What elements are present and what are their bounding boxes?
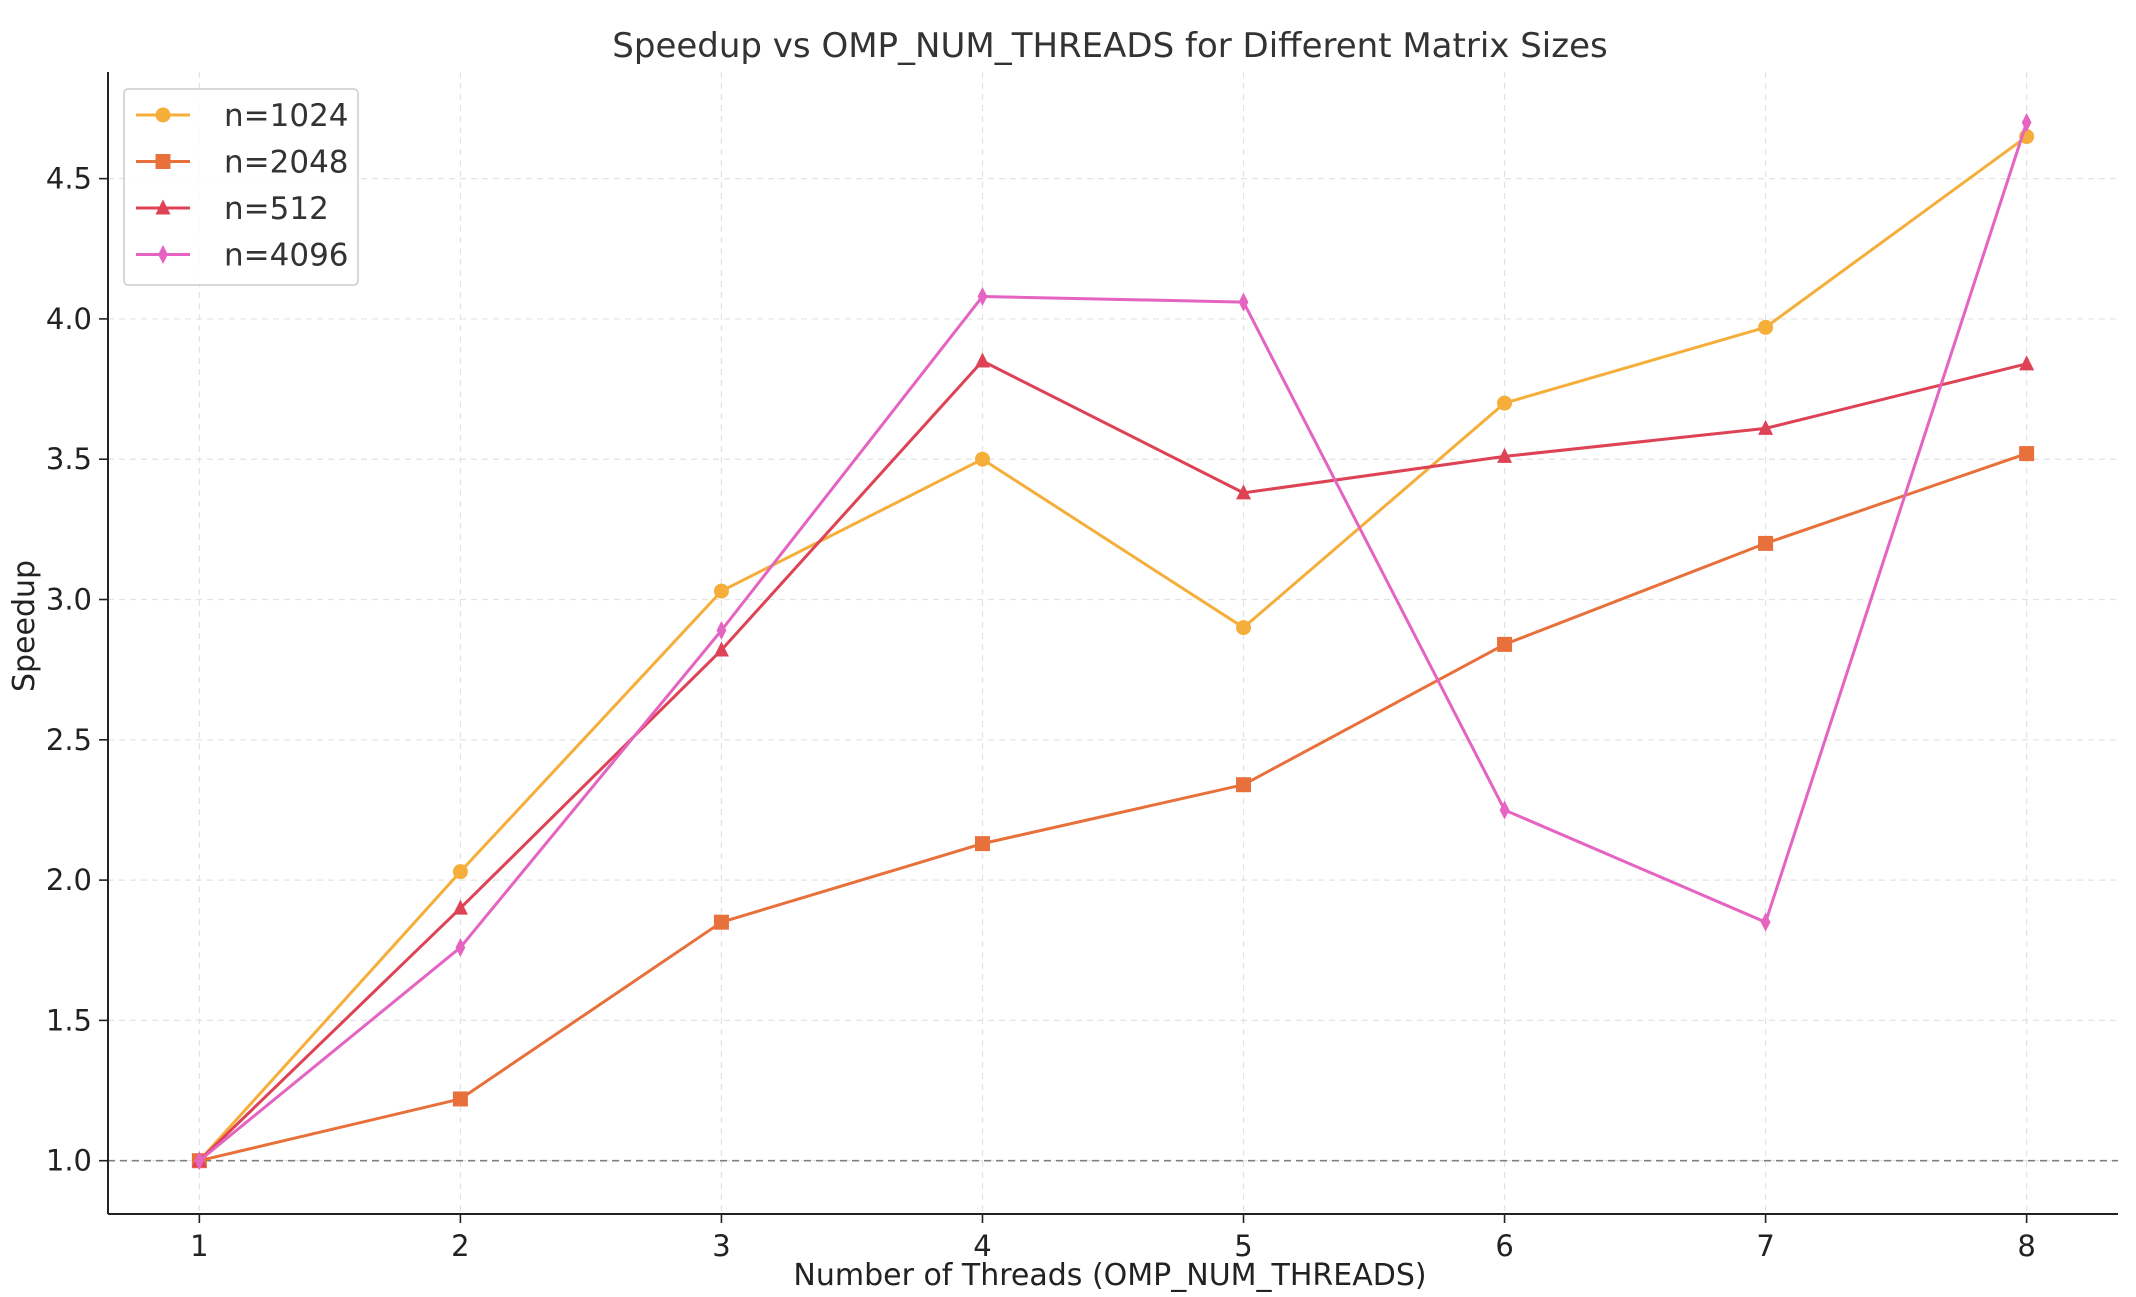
data-point	[2021, 113, 2032, 133]
legend-label: n=2048	[224, 145, 349, 181]
series-line	[198, 135, 2028, 1162]
data-point	[974, 836, 990, 852]
data-point	[1238, 292, 1249, 312]
data-point	[713, 583, 729, 599]
legend-box	[123, 88, 359, 286]
legend-label: n=1024	[224, 98, 349, 134]
data-point	[194, 1151, 205, 1171]
y-tick-label: 3.5	[46, 442, 92, 476]
data-point	[455, 937, 466, 957]
series-n-512	[191, 352, 2035, 1168]
data-point	[1236, 620, 1252, 636]
legend-label: n=4096	[224, 238, 349, 274]
series-n-4096	[194, 113, 2032, 1171]
axes	[107, 72, 2118, 1215]
legend-marker	[158, 245, 168, 264]
series-layer	[191, 113, 2035, 1171]
data-point	[2019, 446, 2035, 462]
data-point	[1497, 636, 1513, 652]
data-point	[713, 914, 729, 930]
ticks: 1 2 3 4 5 6 7 8 1.0 1.5 2.0 2.5 3.0 3.5 4.0 4.5	[46, 162, 2036, 1263]
data-point	[1499, 800, 1510, 820]
data-point	[977, 286, 988, 306]
x-tick-label: 6	[1495, 1229, 1513, 1263]
y-tick-label: 1.5	[46, 1003, 92, 1037]
data-point	[452, 1091, 468, 1107]
y-tick-label: 1.0	[46, 1144, 92, 1178]
legend-item: n=2048	[136, 145, 349, 181]
data-point	[1497, 447, 1513, 463]
series-line	[198, 122, 2029, 1162]
data-point	[716, 620, 727, 640]
legend-item: n=512	[136, 191, 329, 227]
x-tick-label: 8	[2017, 1229, 2035, 1263]
data-point	[1236, 484, 1252, 500]
legend: n=1024 n=2048 n=512 n=4096	[123, 88, 359, 286]
data-point	[452, 899, 468, 915]
grid-lines	[108, 72, 2118, 1214]
x-axis-label: Number of Threads (OMP_NUM_THREADS)	[793, 1258, 1426, 1293]
x-tick-label: 4	[973, 1229, 991, 1263]
data-point	[974, 352, 990, 368]
y-tick-label: 2.5	[46, 723, 92, 757]
series-n-1024	[191, 129, 2035, 1169]
x-tick-label: 7	[1756, 1229, 1774, 1263]
y-tick-label: 4.5	[46, 162, 92, 196]
legend-item: n=4096	[136, 238, 349, 274]
data-point	[974, 451, 990, 467]
legend-item: n=1024	[136, 98, 349, 134]
x-tick-label: 1	[190, 1229, 208, 1263]
y-axis-label: Speedup	[7, 560, 42, 692]
series-line	[199, 452, 2028, 1163]
legend-marker	[155, 107, 171, 123]
legend-marker	[155, 154, 171, 169]
data-point	[1497, 395, 1513, 411]
data-point	[1760, 912, 1771, 932]
legend-label: n=512	[224, 191, 329, 227]
y-tick-label: 2.0	[46, 863, 92, 897]
chart-title: Speedup vs OMP_NUM_THREADS for Different…	[612, 26, 1607, 66]
x-tick-label: 2	[451, 1229, 469, 1263]
data-point	[1236, 777, 1252, 793]
y-tick-label: 3.0	[46, 583, 92, 617]
data-point	[1758, 535, 1774, 551]
y-tick-label: 4.0	[46, 302, 92, 336]
data-point	[2019, 355, 2035, 371]
x-tick-label: 3	[712, 1229, 730, 1263]
x-tick-label: 5	[1234, 1229, 1252, 1263]
series-line	[198, 359, 2027, 1162]
data-point	[1758, 319, 1774, 335]
data-point	[1758, 419, 1774, 435]
legend-marker	[155, 199, 171, 215]
data-point	[452, 864, 468, 880]
data-point	[713, 641, 729, 657]
